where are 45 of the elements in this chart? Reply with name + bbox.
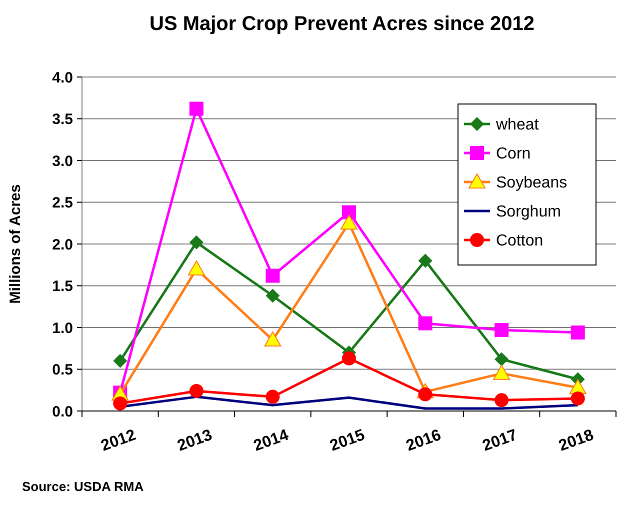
point (266, 288, 280, 303)
point (188, 260, 205, 276)
legend-label: Sorghum (496, 204, 561, 221)
point (494, 393, 509, 408)
x-tick-label: 2016 (404, 426, 444, 455)
point (189, 102, 204, 116)
point (113, 396, 128, 410)
point (340, 214, 358, 230)
legend-label: Cotton (496, 232, 544, 250)
point (189, 235, 204, 250)
chart-title: US Major Crop Prevent Acres since 2012 (150, 13, 534, 35)
y-tick-label: 4.0 (52, 69, 73, 86)
point (418, 316, 432, 330)
x-tick-label: 2013 (175, 426, 215, 455)
x-tick-label: 2014 (252, 426, 291, 455)
point (342, 351, 356, 366)
point (113, 354, 128, 368)
point (570, 391, 585, 406)
legend-label: Soybeans (496, 174, 568, 192)
point (418, 254, 432, 268)
x-tick-label: 2015 (328, 426, 368, 455)
y-tick-label: 3.5 (52, 111, 73, 128)
y-tick-label: 0.0 (52, 403, 73, 420)
y-tick-label: 0.5 (52, 362, 73, 378)
y-tick-label: 1.5 (52, 278, 73, 295)
point (570, 326, 585, 340)
x-tick-label: 2017 (480, 426, 520, 455)
y-tick-label: 2.5 (52, 194, 73, 212)
y-tick-label: 1.0 (52, 320, 73, 337)
point (266, 390, 280, 404)
source-note: Source: USDA RMA (22, 479, 144, 494)
x-tick-label: 2012 (98, 426, 138, 455)
x-tick-label: 2018 (556, 426, 596, 455)
y-tick-label: 3.0 (52, 152, 73, 170)
y-axis-title: Millions of Acres (7, 184, 24, 304)
y-tick-label: 2.0 (52, 236, 73, 254)
point (266, 268, 280, 283)
point (493, 364, 510, 380)
point (189, 384, 204, 398)
point (342, 205, 356, 220)
legend-label: wheat (495, 116, 540, 134)
point (494, 323, 509, 338)
point (494, 352, 509, 366)
point (264, 332, 282, 347)
legend-label: Corn (496, 146, 531, 163)
